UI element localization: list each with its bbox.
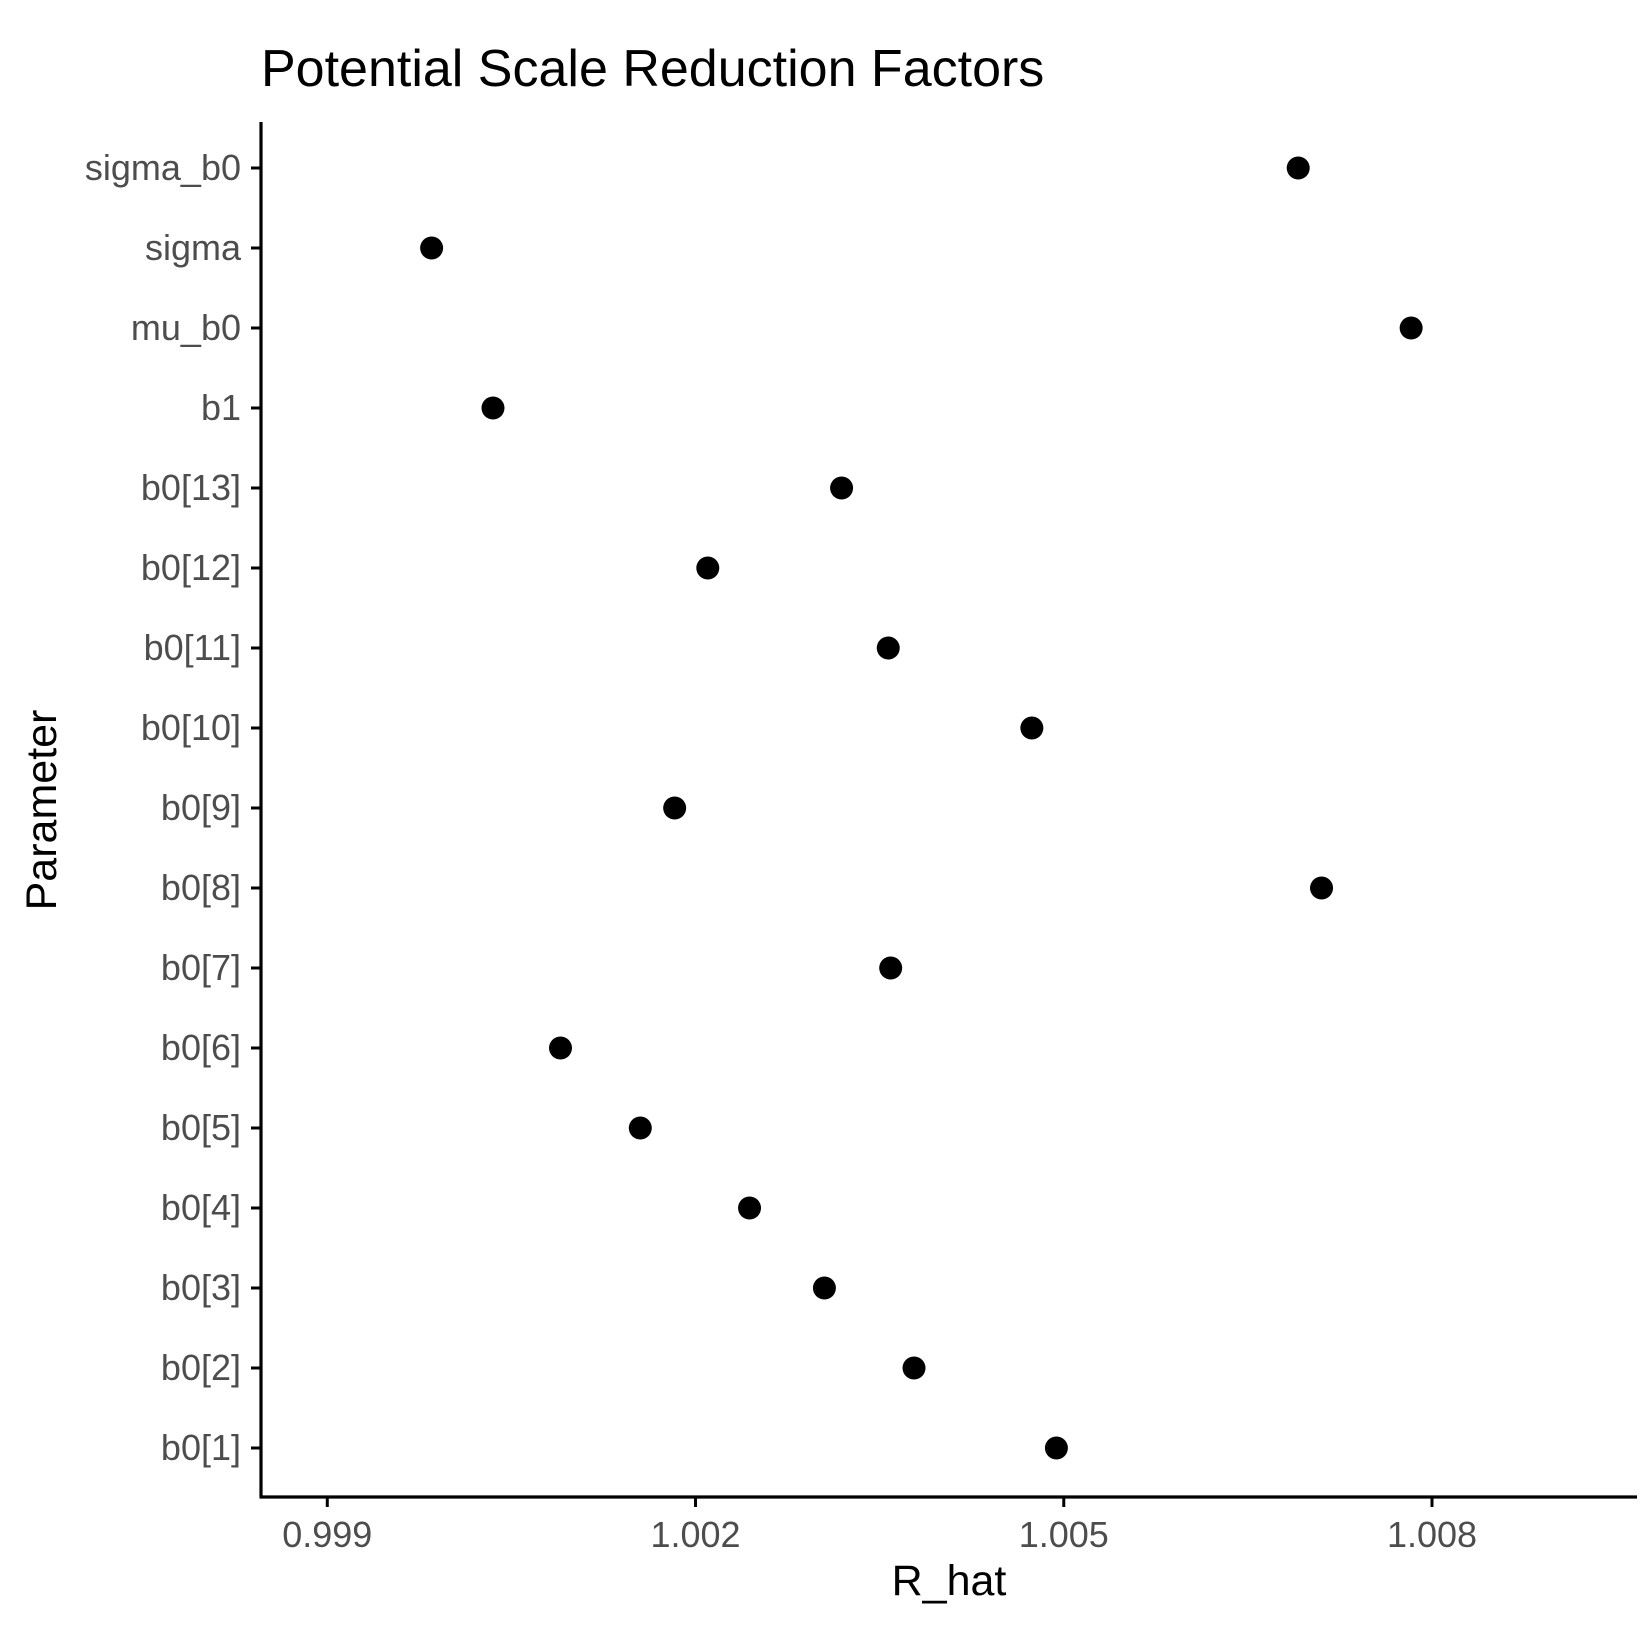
y-tick-label: b1 bbox=[201, 387, 241, 428]
y-tick-label: b0[2] bbox=[161, 1347, 241, 1388]
y-tick-label: sigma_b0 bbox=[85, 147, 241, 188]
data-point bbox=[902, 1356, 926, 1380]
y-tick-label: b0[7] bbox=[161, 947, 241, 988]
y-tick-label: b0[11] bbox=[144, 627, 241, 668]
data-point bbox=[1310, 876, 1334, 900]
data-point bbox=[738, 1196, 762, 1220]
data-point bbox=[876, 636, 900, 660]
data-point bbox=[663, 796, 687, 820]
y-tick-label: mu_b0 bbox=[131, 307, 241, 348]
data-point bbox=[1044, 1436, 1068, 1460]
y-axis: b0[1] b0[2] b0[3] b0[4] b0[5] b0[6] b0[7] b0[8]… bbox=[85, 122, 263, 1497]
y-tick-label: b0[1] bbox=[161, 1427, 241, 1468]
y-tick-label: b0[4] bbox=[161, 1187, 241, 1228]
y-tick-label: sigma bbox=[145, 227, 242, 268]
y-tick-label: b0[8] bbox=[161, 867, 241, 908]
x-tick-label: 0.999 bbox=[282, 1514, 372, 1555]
chart-title: Potential Scale Reduction Factors bbox=[261, 40, 1044, 98]
data-point bbox=[1286, 156, 1310, 180]
y-tick-label: b0[10] bbox=[141, 707, 241, 748]
x-tick-label: 1.005 bbox=[1019, 1514, 1109, 1555]
data-point bbox=[1399, 316, 1423, 340]
y-tick-label: b0[6] bbox=[161, 1027, 241, 1068]
y-tick-label: b0[12] bbox=[141, 547, 241, 588]
data-point bbox=[879, 956, 903, 980]
x-axis: 0.999 1.002 1.005 1.008 bbox=[259, 1495, 1637, 1555]
y-axis-title: Parameter bbox=[18, 710, 66, 911]
data-point bbox=[481, 396, 505, 420]
x-tick-label: 1.002 bbox=[650, 1514, 740, 1555]
data-point bbox=[830, 476, 854, 500]
y-tick-label: b0[5] bbox=[161, 1107, 241, 1148]
data-point bbox=[549, 1036, 573, 1060]
data-point bbox=[420, 236, 444, 260]
x-tick-label: 1.008 bbox=[1387, 1514, 1477, 1555]
y-tick-label: b0[9] bbox=[161, 787, 241, 828]
data-points bbox=[420, 156, 1423, 1460]
y-tick-label: b0[3] bbox=[161, 1267, 241, 1308]
x-axis-title: R_hat bbox=[892, 1557, 1007, 1605]
data-point bbox=[812, 1276, 836, 1300]
data-point bbox=[628, 1116, 652, 1140]
data-point bbox=[1020, 716, 1044, 740]
data-point bbox=[696, 556, 720, 580]
y-tick-label: b0[13] bbox=[141, 467, 241, 508]
